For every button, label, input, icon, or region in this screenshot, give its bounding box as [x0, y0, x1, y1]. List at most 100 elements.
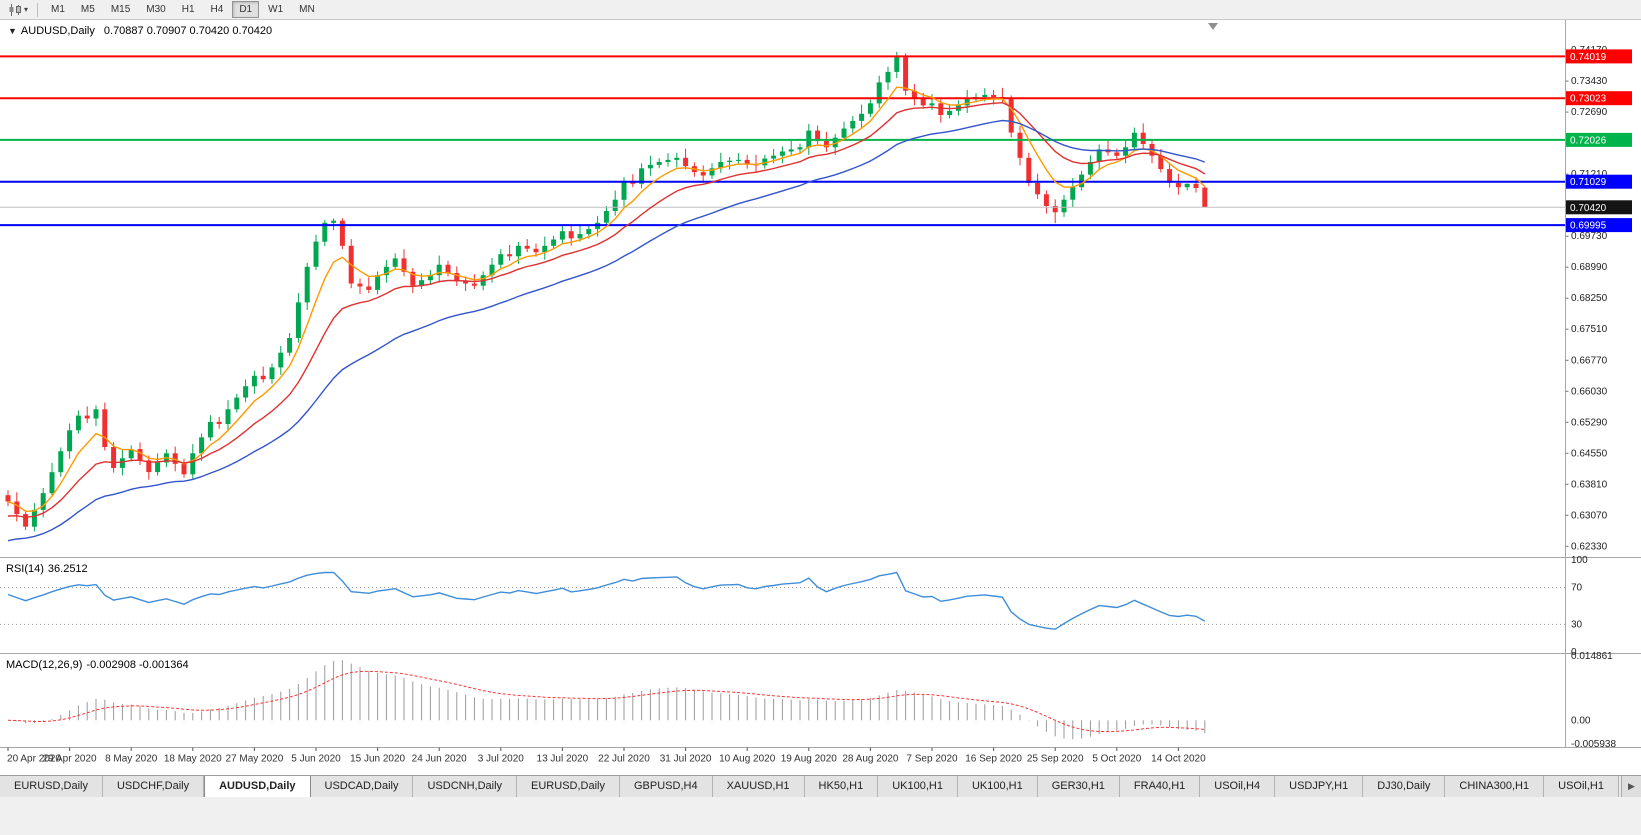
timeframe-button-mn[interactable]: MN	[292, 1, 322, 18]
chart-tab-gbpusd-h4[interactable]: GBPUSD,H4	[620, 776, 713, 797]
chart-symbol-label: AUDUSD,Daily	[20, 25, 95, 37]
svg-text:0.63810: 0.63810	[1571, 479, 1608, 490]
chart-tab-eurusd-daily[interactable]: EURUSD,Daily	[0, 776, 103, 797]
svg-text:0.74019: 0.74019	[1570, 52, 1607, 63]
chart-type-button[interactable]: ▾	[4, 1, 32, 18]
chart-tab-dj30-daily[interactable]: DJ30,Daily	[1363, 776, 1446, 797]
svg-text:0.63070: 0.63070	[1571, 510, 1608, 521]
svg-text:20 Apr 2020: 20 Apr 2020	[7, 754, 61, 765]
svg-text:27 May 2020: 27 May 2020	[225, 754, 283, 765]
svg-text:14 Oct 2020: 14 Oct 2020	[1151, 754, 1206, 765]
timeframe-button-m15[interactable]: M15	[104, 1, 137, 18]
bottom-filler	[0, 797, 1641, 835]
rsi-panel[interactable]: 100 70 30 0	[0, 555, 1588, 658]
price-label-box	[1566, 91, 1632, 106]
svg-text:0.67510: 0.67510	[1571, 324, 1608, 335]
scroll-right-icon: ▶	[1628, 781, 1635, 791]
candlestick-chart-icon	[9, 3, 21, 16]
svg-text:15 Jun 2020: 15 Jun 2020	[350, 754, 405, 765]
moving-average-line	[7, 119, 1206, 542]
chart-tab-hk50-h1[interactable]: HK50,H1	[804, 776, 879, 797]
price-label-box	[1566, 200, 1632, 215]
svg-text:0.66030: 0.66030	[1571, 386, 1608, 397]
svg-text:8 May 2020: 8 May 2020	[105, 754, 158, 765]
timeframe-button-h1[interactable]: H1	[175, 1, 202, 18]
svg-text:31 Jul 2020: 31 Jul 2020	[660, 754, 712, 765]
price-level-lines-layer[interactable]	[0, 55, 1566, 227]
chart-tab-usoil-h1[interactable]: USOil,H1	[1544, 776, 1619, 797]
svg-text:5 Jun 2020: 5 Jun 2020	[291, 754, 341, 765]
timeframe-button-d1[interactable]: D1	[232, 1, 260, 18]
chart-tab-ger30-h1[interactable]: GER30,H1	[1037, 776, 1120, 797]
chart-tab-eurusd-daily[interactable]: EURUSD,Daily	[517, 776, 620, 797]
candlesticks-layer[interactable]	[5, 51, 1208, 532]
rsi-line	[7, 571, 1206, 630]
chart-tab-uk100-h1[interactable]: UK100,H1	[878, 776, 958, 797]
svg-text:100: 100	[1571, 555, 1588, 566]
moving-average-line	[7, 101, 1206, 518]
chart-type-dropdown-caret-icon: ▾	[24, 4, 29, 14]
price-scale[interactable]: 0.741700.734300.726900.719500.712100.704…	[1565, 45, 1608, 552]
svg-text:24 Jun 2020: 24 Jun 2020	[412, 754, 467, 765]
macd-name: MACD(12,26,9)	[6, 659, 83, 671]
chart-tabs-bar: EURUSD,Daily USDCHF,Daily AUDUSD,Daily USDC…	[0, 775, 1641, 797]
svg-text:0.72690: 0.72690	[1571, 107, 1608, 118]
svg-text:0: 0	[1571, 647, 1577, 658]
svg-text:0.62330: 0.62330	[1571, 541, 1608, 552]
svg-text:5 Oct 2020: 5 Oct 2020	[1092, 754, 1141, 765]
svg-text:0.71029: 0.71029	[1570, 177, 1607, 188]
chart-tab-uk100-h1[interactable]: UK100,H1	[957, 776, 1038, 797]
timeframe-button-m5[interactable]: M5	[74, 1, 102, 18]
svg-text:30: 30	[1571, 619, 1583, 630]
timeframe-button-h4[interactable]: H4	[204, 1, 231, 18]
svg-text:3 Jul 2020: 3 Jul 2020	[478, 754, 525, 765]
svg-text:0.69995: 0.69995	[1570, 221, 1607, 232]
chart-tab-fra40-h1[interactable]: FRA40,H1	[1119, 776, 1201, 797]
chart-tabs: EURUSD,Daily USDCHF,Daily AUDUSD,Daily USDC…	[0, 776, 1621, 797]
timeframe-toolbar: ▾ M1 M5 M15 M30 H1 H4 D1 W1 MN	[0, 0, 1641, 20]
rsi-value: 36.2512	[47, 563, 88, 575]
macd-indicator-label: MACD(12,26,9) -0.002908 -0.001364	[6, 659, 193, 671]
svg-text:0.65290: 0.65290	[1571, 417, 1608, 428]
toolbar-separator	[37, 2, 39, 17]
chart-tab-usdchf-daily[interactable]: USDCHF,Daily	[102, 776, 205, 797]
svg-text:25 Sep 2020: 25 Sep 2020	[1027, 754, 1084, 765]
chart-tab-usdjpy-h1[interactable]: USDJPY,H1	[1275, 776, 1364, 797]
svg-text:7 Sep 2020: 7 Sep 2020	[906, 754, 958, 765]
chart-menu-caret-icon[interactable]: ▼	[8, 26, 17, 36]
chart-tab-china300-h1[interactable]: CHINA300,H1	[1445, 776, 1545, 797]
candlestick-chart-canvas[interactable]: 0.741700.734300.726900.719500.712100.704…	[0, 20, 1641, 775]
price-label-box	[1566, 132, 1632, 147]
timeframe-button-w1[interactable]: W1	[261, 1, 290, 18]
svg-text:10 Aug 2020: 10 Aug 2020	[719, 754, 776, 765]
svg-text:-0.005938: -0.005938	[1571, 739, 1616, 750]
tabs-scroll-right-button[interactable]: ▶	[1621, 776, 1641, 797]
macd-values: -0.002908 -0.001364	[86, 659, 189, 671]
svg-text:0.014861: 0.014861	[1571, 651, 1613, 662]
svg-text:0.72026: 0.72026	[1570, 135, 1607, 146]
chart-tab-usdcad-daily[interactable]: USDCAD,Daily	[310, 776, 414, 797]
macd-signal-line	[7, 670, 1205, 733]
svg-text:70: 70	[1571, 583, 1583, 594]
chart-tab-usoil-h4[interactable]: USOil,H4	[1200, 776, 1276, 797]
chart-area[interactable]: 0.741700.734300.726900.719500.712100.704…	[0, 20, 1641, 775]
svg-text:0.68250: 0.68250	[1571, 293, 1608, 304]
svg-text:13 Jul 2020: 13 Jul 2020	[537, 754, 589, 765]
chart-tab-usdcnh-daily[interactable]: USDCNH,Daily	[413, 776, 518, 797]
chart-shift-marker-icon[interactable]	[1208, 23, 1218, 30]
svg-text:0.69730: 0.69730	[1571, 231, 1608, 242]
chart-tab-audusd-daily[interactable]: AUDUSD,Daily	[204, 776, 311, 797]
timeframe-button-m1[interactable]: M1	[44, 1, 72, 18]
price-label-box	[1566, 174, 1632, 189]
svg-text:0.00: 0.00	[1571, 715, 1591, 726]
svg-text:0.68990: 0.68990	[1571, 262, 1608, 273]
price-label-box	[1566, 218, 1632, 233]
svg-text:28 Aug 2020: 28 Aug 2020	[842, 754, 899, 765]
chart-tab-xauusd-h1[interactable]: XAUUSD,H1	[712, 776, 805, 797]
macd-panel[interactable]: 0.014861 0.00 -0.005938	[7, 651, 1616, 750]
svg-text:0.73023: 0.73023	[1570, 94, 1607, 105]
rsi-indicator-label: RSI(14) 36.2512	[6, 563, 92, 575]
timeframe-button-m30[interactable]: M30	[139, 1, 172, 18]
